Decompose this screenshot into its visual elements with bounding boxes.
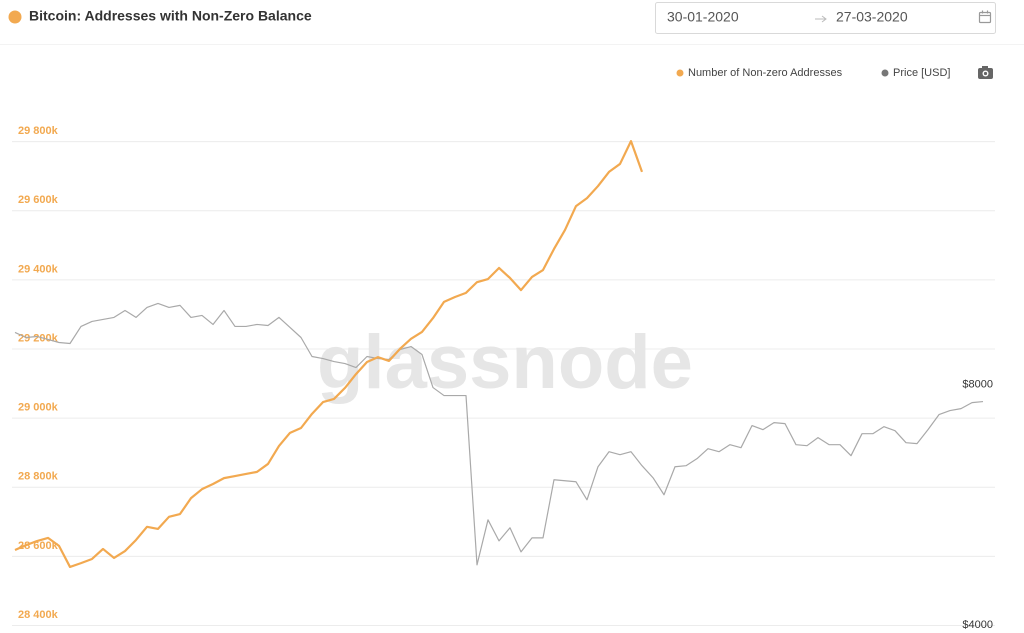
y2-tick-label: $4000: [962, 619, 993, 631]
y-tick-label: 29 000k: [18, 402, 59, 414]
grid: 28 400k 28 600k 28 800k 29 000k 29 200k 29 40…: [12, 67, 995, 631]
legend-swatch: [676, 69, 684, 77]
legend-label: Price [USD]: [893, 67, 950, 79]
addresses-line: [14, 140, 644, 569]
y-tick-label: 29 400k: [18, 263, 59, 275]
date-from[interactable]: 30-01-2020: [667, 9, 739, 25]
chart-title: Bitcoin: Addresses with Non-Zero Balance: [29, 8, 312, 24]
watermark: glassnode: [317, 320, 693, 405]
y-tick-label: 28 400k: [18, 609, 59, 621]
legend-label: Number of Non-zero Addresses: [688, 67, 843, 79]
y-tick-label: 29 200k: [18, 332, 59, 344]
date-arrow: [815, 15, 827, 23]
plot: [14, 140, 984, 569]
y-tick-label: 28 600k: [18, 540, 59, 552]
y-tick-label: 29 600k: [18, 194, 59, 206]
date-range-picker[interactable]: [655, 2, 996, 34]
bitcoin-icon: [8, 10, 22, 24]
y-tick-label: 29 800k: [18, 125, 59, 137]
legend-swatch: [881, 69, 889, 77]
price-line: [14, 302, 984, 566]
date-to[interactable]: 27-03-2020: [836, 9, 908, 25]
y2-tick-label: $8000: [962, 378, 993, 390]
y-tick-label: 28 800k: [18, 471, 59, 483]
export-icon[interactable]: [978, 66, 993, 79]
calendar-icon[interactable]: [978, 10, 992, 24]
